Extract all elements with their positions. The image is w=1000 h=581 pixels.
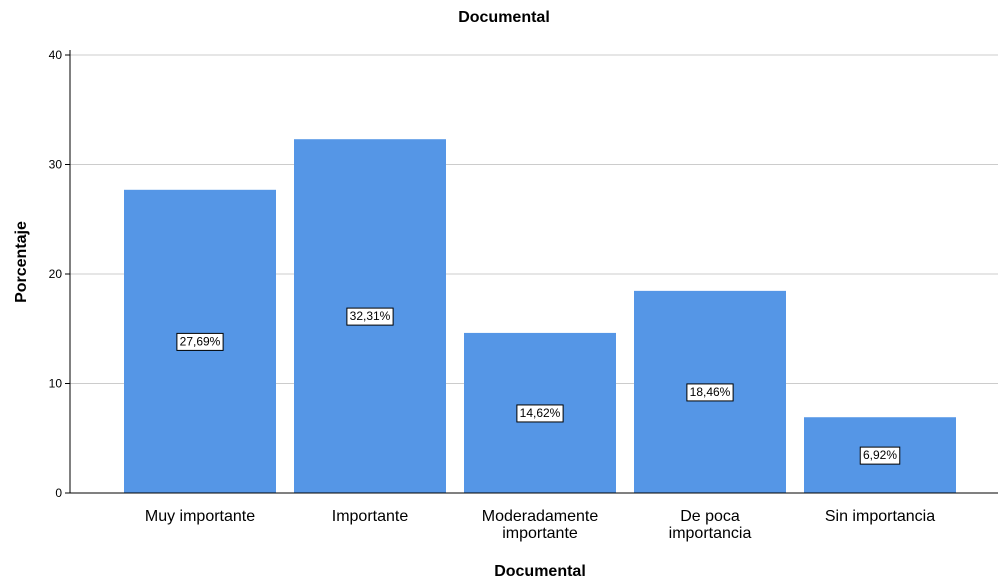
y-axis-title: Porcentaje	[13, 221, 30, 303]
chart-title: Documental	[458, 9, 550, 26]
data-label-box	[346, 307, 394, 326]
x-category-label: Moderadamente	[482, 508, 599, 525]
x-axis-title: Documental	[494, 563, 586, 580]
data-label-box	[859, 446, 901, 465]
x-category-label: importancia	[669, 525, 752, 542]
y-tick-label: 10	[49, 377, 63, 391]
x-category-label: Importante	[332, 508, 409, 525]
axes	[65, 50, 998, 494]
data-label: 32,31%	[346, 307, 394, 326]
data-label-box	[686, 383, 734, 402]
data-label-box	[516, 404, 564, 423]
data-label-text: 6,92%	[863, 448, 897, 462]
y-tick-label: 20	[49, 267, 63, 281]
data-label-text: 27,69%	[180, 334, 221, 348]
x-category-label: De poca	[680, 508, 740, 525]
x-category-label: Sin importancia	[825, 508, 935, 525]
y-tick-labels: 0 10 20 30 40	[49, 48, 63, 500]
data-label-box	[176, 332, 224, 351]
x-category-label: Muy importante	[145, 508, 255, 525]
data-label: 6,92%	[859, 446, 901, 465]
x-category-label: importante	[502, 525, 578, 542]
bars	[124, 139, 956, 493]
x-category-labels: Muy importante Importante Moderadamenteimp…	[145, 508, 935, 542]
y-tick-label: 30	[49, 158, 63, 172]
data-label: 27,69%	[176, 332, 224, 351]
data-label-text: 18,46%	[690, 385, 731, 399]
data-label: 14,62%	[516, 404, 564, 423]
y-tick-label: 0	[55, 486, 62, 500]
data-label-text: 32,31%	[350, 309, 391, 323]
data-labels: 27,69% 32,31% 14,62% 18,46% 6,92%	[176, 307, 901, 465]
data-label-text: 14,62%	[520, 406, 561, 420]
data-label: 18,46%	[686, 383, 734, 402]
y-tick-label: 40	[49, 48, 63, 62]
